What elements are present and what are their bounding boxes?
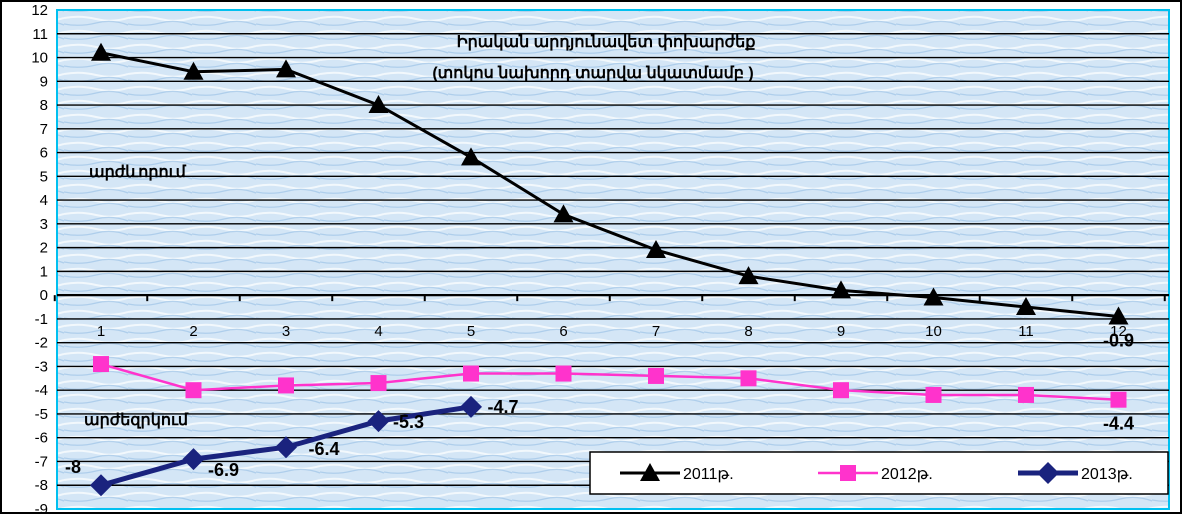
x-tick-label: 2 [189, 323, 197, 340]
y-tick-label: 10 [31, 50, 48, 67]
data-point [1110, 391, 1127, 408]
y-tick-label: -1 [35, 311, 48, 328]
data-point [370, 375, 387, 392]
appreciation-label: արժևորում [89, 164, 187, 181]
data-point [925, 386, 942, 403]
legend-label: 2013թ. [1081, 466, 1133, 483]
data-point [182, 448, 205, 471]
data-point [275, 436, 297, 459]
legend-label: 2011թ. [683, 466, 734, 483]
data-point [368, 95, 389, 114]
data-labels: -0.9 -4.4 -8 -6.9 -6.4 -5.3 -4.7 [65, 331, 1134, 481]
y-tick-label: -4 [35, 382, 48, 399]
data-label: -4.4 [1103, 414, 1134, 434]
data-point [923, 287, 944, 306]
x-tick-label: 6 [559, 323, 567, 340]
y-tick-label: 11 [32, 26, 48, 43]
data-point [460, 395, 482, 418]
data-point [555, 365, 572, 382]
x-tick-label: 3 [282, 323, 290, 340]
x-tick-label: 4 [374, 323, 382, 340]
data-point [833, 382, 849, 399]
data-point [1018, 386, 1034, 403]
data-point [91, 42, 111, 61]
y-tick-label: 0 [40, 287, 48, 304]
data-point [185, 382, 202, 399]
data-label: -5.3 [393, 412, 424, 432]
x-tick-label: 7 [652, 323, 660, 340]
x-tick-label: 9 [837, 323, 845, 340]
y-tick-label: 5 [40, 168, 48, 185]
data-point [90, 474, 112, 497]
series-line-2 [100, 362, 1119, 401]
data-point [646, 239, 666, 258]
y-tick-label: -9 [35, 501, 48, 514]
data-label: -8 [65, 457, 81, 477]
plot-area [56, 9, 1170, 510]
x-tick-label: 5 [467, 323, 475, 340]
data-point [367, 410, 390, 433]
data-point [461, 147, 481, 166]
y-tick-label: 9 [40, 73, 48, 90]
x-tick-label: 10 [925, 323, 942, 340]
y-tick-label: 8 [40, 97, 48, 114]
data-point [831, 280, 851, 299]
legend-marker [840, 465, 856, 481]
legend: 2011թ. 2012թ. 2013թ. [589, 451, 1169, 495]
series-layer [90, 42, 1129, 497]
y-tick-label: -3 [35, 358, 48, 375]
depreciation-label: արժեզրկում [84, 412, 189, 429]
y-tick-label: -8 [35, 477, 48, 494]
y-tick-label: 4 [40, 192, 48, 209]
data-point [93, 356, 109, 373]
y-tick-label: 2 [40, 240, 48, 257]
data-label: -6.9 [208, 460, 239, 480]
y-tick-label: 1 [40, 263, 48, 280]
data-point [183, 61, 204, 80]
data-label: -6.4 [308, 439, 339, 459]
data-point [276, 59, 296, 78]
data-point [1108, 306, 1129, 325]
legend-label: 2012թ. [881, 466, 933, 483]
data-point [553, 204, 574, 223]
y-tick-label: -2 [35, 335, 48, 352]
chart-subtitle: (տոկոս նախորդ տարվա նկատմամբ ) [432, 65, 753, 82]
series-line-1 [100, 51, 1119, 319]
data-label: -0.9 [1103, 331, 1134, 351]
data-point [1016, 297, 1036, 316]
y-tick-label: 3 [40, 216, 48, 233]
y-tick-label: -7 [35, 453, 48, 470]
data-point [463, 365, 479, 382]
y-tick-label: -5 [35, 406, 48, 423]
x-axis: 1 2 3 4 5 6 7 8 9 10 11 12 [53, 294, 1169, 340]
x-tick-label: 1 [97, 323, 105, 340]
y-tick-label: -6 [35, 430, 48, 447]
chart-title: Իրական արդյունավետ փոխարժեք [457, 34, 756, 51]
legend-marker [1037, 462, 1059, 484]
y-tick-label: 6 [40, 145, 48, 162]
data-point [648, 367, 664, 384]
y-tick-label: 7 [40, 121, 48, 138]
data-point [740, 370, 757, 387]
y-tick-label: 12 [31, 2, 48, 19]
x-tick-label: 11 [1018, 323, 1034, 340]
data-point [278, 377, 294, 394]
x-tick-label: 8 [744, 323, 752, 340]
x-tick-label: 12 [1110, 323, 1127, 340]
legend-marker [640, 463, 660, 481]
data-label: -4.7 [487, 397, 518, 417]
data-point [738, 266, 759, 285]
